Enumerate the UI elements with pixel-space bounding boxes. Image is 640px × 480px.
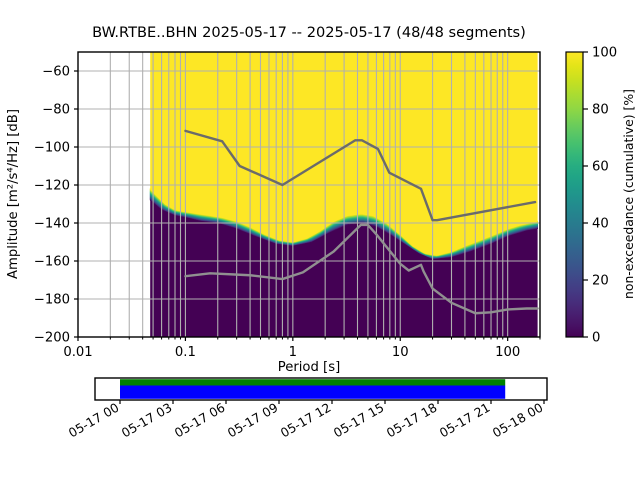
psd-segments-band bbox=[120, 385, 506, 399]
y-tick-label: −100 bbox=[34, 141, 70, 156]
y-tick-label: −160 bbox=[34, 255, 70, 270]
y-tick-label: −200 bbox=[34, 331, 70, 346]
colorbar-ticks: 0 20 40 60 80 100 bbox=[583, 46, 617, 346]
noise-model-curves bbox=[184, 129, 539, 315]
x-tick-label: 0.1 bbox=[175, 345, 196, 360]
timeline-ticks bbox=[119, 400, 545, 404]
y-tick-label: −120 bbox=[34, 179, 70, 194]
colorbar-tick-label: 100 bbox=[592, 46, 617, 61]
x-axis-ticks: 0.01 0.1 1 10 100 bbox=[63, 337, 541, 360]
page-title: BW.RTBE..BHN 2025-05-17 -- 2025-05-17 (4… bbox=[92, 24, 526, 41]
noise-model-nhnm bbox=[184, 129, 537, 222]
x-axis-label: Period [s] bbox=[278, 360, 340, 375]
y-tick-label: −140 bbox=[34, 217, 70, 232]
colorbar-tick-label: 80 bbox=[592, 103, 609, 118]
noise-model-nlnm bbox=[184, 223, 539, 315]
colorbar-tick-label: 20 bbox=[592, 274, 609, 289]
colorbar-tick-label: 0 bbox=[592, 331, 600, 346]
x-tick-label: 100 bbox=[495, 345, 520, 360]
x-tick-label: 1 bbox=[289, 345, 297, 360]
y-axis-ticks: −60 −80 −100 −120 −140 −160 −180 −200 bbox=[34, 65, 78, 346]
colorbar-frame bbox=[565, 51, 584, 338]
x-tick-label: 10 bbox=[392, 345, 409, 360]
plot-frame bbox=[77, 51, 541, 338]
colorbar: 0 20 40 60 80 100 non-exceedance (cumulative)… bbox=[565, 46, 636, 346]
y-tick-label: −80 bbox=[42, 103, 70, 118]
colorbar-tick-label: 40 bbox=[592, 217, 609, 232]
colorbar-gradient bbox=[566, 52, 583, 337]
ppsd-axes: 0.01 0.1 1 10 100 −60 −80 −100 −120 −140 −160 −180… bbox=[6, 51, 541, 375]
timeline-bands bbox=[120, 379, 506, 399]
colorbar-tick-label: 60 bbox=[592, 160, 609, 175]
plot-gridlines bbox=[78, 52, 540, 337]
y-tick-label: −60 bbox=[42, 65, 70, 80]
y-tick-label: −180 bbox=[34, 293, 70, 308]
data-availability-band bbox=[120, 379, 506, 386]
x-tick-label: 0.01 bbox=[63, 345, 92, 360]
colorbar-label: non-exceedance (cumulative) [%] bbox=[621, 89, 636, 299]
y-axis-label: Amplitude [m²/s⁴/Hz] [dB] bbox=[6, 109, 21, 279]
